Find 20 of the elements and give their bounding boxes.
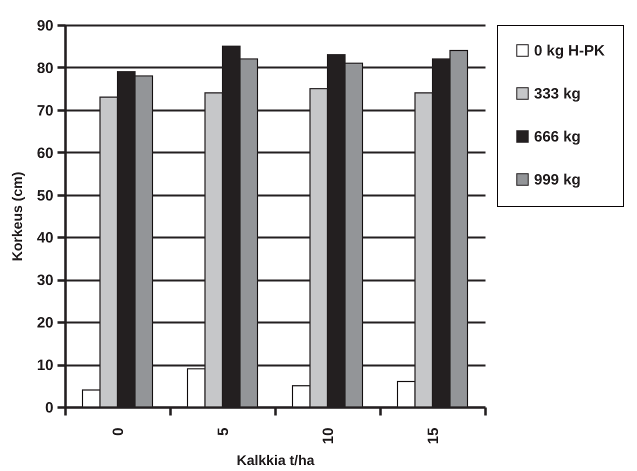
y-tick-label: 30	[36, 272, 54, 290]
legend-label: 0 kg H-PK	[534, 42, 606, 60]
y-axis-title: Korkeus (cm)	[8, 172, 25, 262]
y-tick-label: 0	[45, 400, 54, 416]
y-tick-label: 90	[36, 18, 54, 34]
y-tick-label: 10	[36, 357, 54, 374]
x-tick-label: 5	[215, 428, 232, 436]
legend-label: 999 kg	[534, 172, 581, 188]
y-tick-label: 60	[36, 144, 54, 162]
x-tick-label: 10	[320, 428, 337, 444]
y-tick-label: 70	[36, 102, 54, 120]
x-tick-label: 15	[425, 428, 442, 444]
y-tick-label: 40	[36, 230, 54, 247]
legend-label: 333 kg	[534, 86, 581, 102]
legend-label: 666 kg	[534, 128, 581, 146]
y-tick-label: 50	[36, 187, 54, 204]
x-tick-label: 0	[110, 428, 127, 436]
y-tick-label: 80	[36, 60, 54, 77]
x-axis-title: Kalkkia t/ha	[236, 452, 315, 468]
y-tick-label: 20	[36, 314, 54, 332]
